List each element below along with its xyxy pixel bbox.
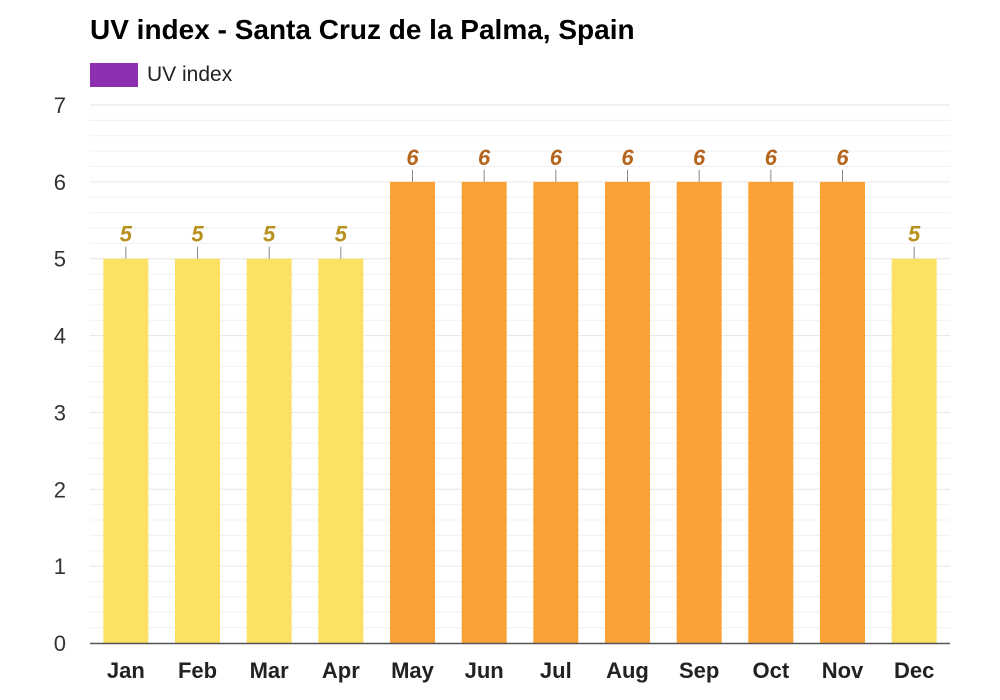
y-tick-label: 4 [54, 324, 66, 349]
bar [103, 258, 149, 643]
data-label: 5 [120, 222, 133, 247]
y-tick-label: 3 [54, 400, 66, 425]
data-label: 5 [263, 222, 276, 247]
bar [175, 258, 220, 643]
x-tick-label: Dec [894, 658, 934, 683]
bar [533, 181, 579, 643]
data-label: 5 [191, 222, 204, 247]
x-tick-label: Aug [606, 658, 649, 683]
chart-title: UV index - Santa Cruz de la Palma, Spain [90, 14, 635, 45]
legend-label: UV index [147, 63, 233, 86]
bar [748, 181, 794, 643]
legend: UV index [90, 62, 232, 88]
x-tick-label: Apr [322, 658, 360, 683]
x-tick-label: May [391, 658, 435, 683]
data-label: 5 [908, 222, 921, 247]
x-tick-label: Nov [822, 658, 864, 683]
data-label: 6 [693, 145, 706, 170]
bar [605, 181, 650, 643]
data-label: 5 [335, 222, 348, 247]
x-tick-label: Jun [465, 658, 504, 683]
y-tick-label: 0 [54, 631, 66, 656]
x-tick-label: Sep [679, 658, 719, 683]
x-tick-label: Mar [250, 658, 290, 683]
bar [820, 181, 865, 643]
data-label: 6 [406, 145, 419, 170]
data-label: 6 [550, 145, 563, 170]
data-label: 6 [478, 145, 491, 170]
y-tick-label: 7 [54, 93, 66, 118]
data-label: 6 [836, 145, 849, 170]
x-tick-label: Jul [540, 658, 572, 683]
x-tick-label: Oct [752, 658, 789, 683]
y-tick-label: 1 [54, 554, 66, 579]
data-label: 6 [765, 145, 778, 170]
bar [891, 258, 937, 643]
y-tick-label: 5 [54, 247, 66, 272]
bar [246, 258, 292, 643]
y-tick-label: 2 [54, 477, 66, 502]
x-tick-label: Feb [178, 658, 217, 683]
bar [461, 181, 507, 643]
bar [318, 258, 364, 643]
x-tick-label: Jan [107, 658, 145, 683]
data-label: 6 [621, 145, 634, 170]
bar [676, 181, 722, 643]
legend-swatch [90, 63, 138, 87]
bar [390, 181, 435, 643]
y-tick-label: 6 [54, 170, 66, 195]
